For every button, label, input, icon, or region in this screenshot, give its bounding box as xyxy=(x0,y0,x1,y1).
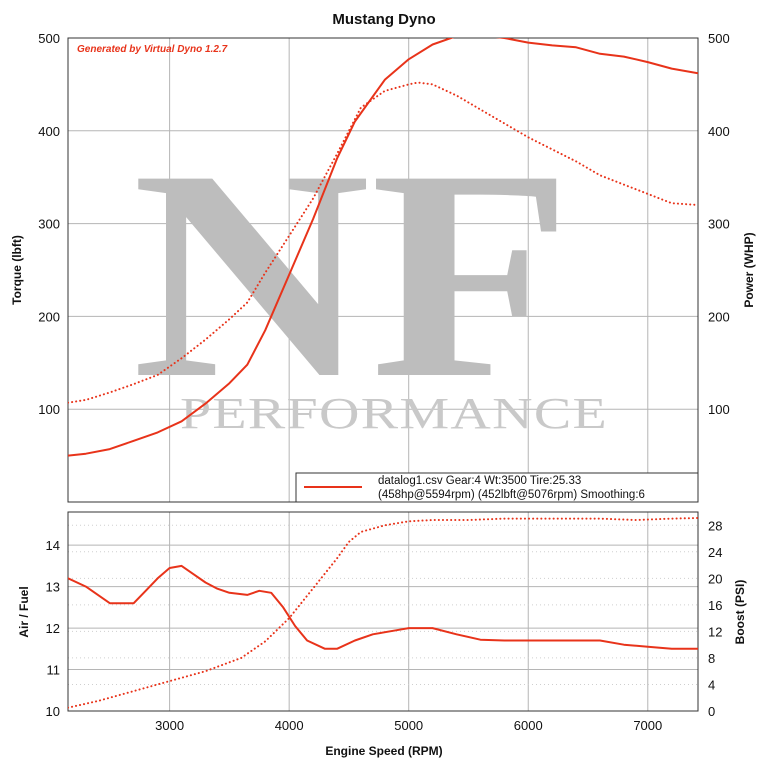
bottom-right-tick-label: 20 xyxy=(708,571,722,586)
top-left-tick-label: 400 xyxy=(38,124,60,139)
top-right-tick-label: 300 xyxy=(708,217,730,232)
afr-tick-labels: 10 11 12 13 14 xyxy=(46,538,60,719)
top-left-tick-label: 200 xyxy=(38,309,60,324)
bottom-right-tick-label: 0 xyxy=(708,704,715,719)
rpm-tick-label: 4000 xyxy=(275,718,304,733)
nf-performance-watermark: NF PERFORMANCE xyxy=(132,108,608,440)
top-left-tick-label: 500 xyxy=(38,31,60,46)
legend: datalog1.csv Gear:4 Wt:3500 Tire:25.33 (… xyxy=(295,472,699,503)
watermark-subtext: PERFORMANCE xyxy=(180,389,608,438)
bottom-panel: 10 11 12 13 14 0 4 8 12 16 20 24 28 3000 4000 5000 600… xyxy=(17,511,747,758)
power-axis-label: Power (WHP) xyxy=(742,232,756,307)
top-panel: NF PERFORMANCE Generated by Virtual Dyno… xyxy=(10,31,756,503)
rpm-tick-label: 7000 xyxy=(633,718,662,733)
bottom-left-tick-label: 12 xyxy=(46,621,60,636)
chart-title: Mustang Dyno xyxy=(332,11,435,28)
bottom-plot-frame xyxy=(67,511,699,712)
rpm-tick-label: 3000 xyxy=(155,718,184,733)
boost-tick-labels: 0 4 8 12 16 20 24 28 xyxy=(708,518,722,719)
rpm-tick-label: 6000 xyxy=(514,718,543,733)
torque-tick-labels: 100 200 300 400 500 xyxy=(38,31,60,417)
rpm-tick-labels: 3000 4000 5000 6000 7000 xyxy=(155,718,662,733)
bottom-grid xyxy=(68,512,698,712)
top-right-tick-label: 500 xyxy=(708,31,730,46)
bottom-right-tick-label: 28 xyxy=(708,518,722,533)
bottom-right-tick-label: 16 xyxy=(708,598,722,613)
rpm-tick-label: 5000 xyxy=(394,718,423,733)
bottom-series-dotted-line xyxy=(68,517,698,709)
top-left-tick-label: 100 xyxy=(38,402,60,417)
bottom-right-tick-label: 12 xyxy=(708,624,722,639)
bottom-series-solid-line xyxy=(68,564,698,650)
bottom-left-tick-label: 11 xyxy=(47,663,61,678)
legend-line-2: (458hp@5594rpm) (452lbft@5076rpm) Smooth… xyxy=(378,489,645,501)
top-right-tick-label: 400 xyxy=(708,124,730,139)
legend-line-1: datalog1.csv Gear:4 Wt:3500 Tire:25.33 xyxy=(378,475,581,487)
boost-axis-label: Boost (PSI) xyxy=(733,580,747,645)
top-left-tick-label: 300 xyxy=(38,217,60,232)
bottom-left-tick-label: 14 xyxy=(46,538,60,553)
bottom-right-tick-label: 4 xyxy=(708,677,715,692)
afr-axis-label: Air / Fuel xyxy=(17,586,31,637)
credit-text: Generated by Virtual Dyno 1.2.7 xyxy=(77,44,228,55)
top-series-layer xyxy=(68,38,698,457)
legend-box xyxy=(295,472,699,503)
bottom-left-tick-label: 10 xyxy=(46,704,60,719)
torque-axis-label: Torque (lbft) xyxy=(10,235,24,305)
top-series-dotted-line xyxy=(68,81,698,404)
bottom-right-tick-label: 24 xyxy=(708,545,722,560)
bottom-left-tick-label: 13 xyxy=(46,580,60,595)
top-right-tick-label: 200 xyxy=(708,309,730,324)
top-right-tick-label: 100 xyxy=(708,402,730,417)
power-tick-labels: 100 200 300 400 500 xyxy=(708,31,730,417)
watermark-logo-letters: NF xyxy=(132,108,572,440)
rpm-axis-label: Engine Speed (RPM) xyxy=(325,744,442,758)
bottom-series-layer xyxy=(68,517,698,709)
bottom-right-tick-label: 8 xyxy=(708,651,715,666)
